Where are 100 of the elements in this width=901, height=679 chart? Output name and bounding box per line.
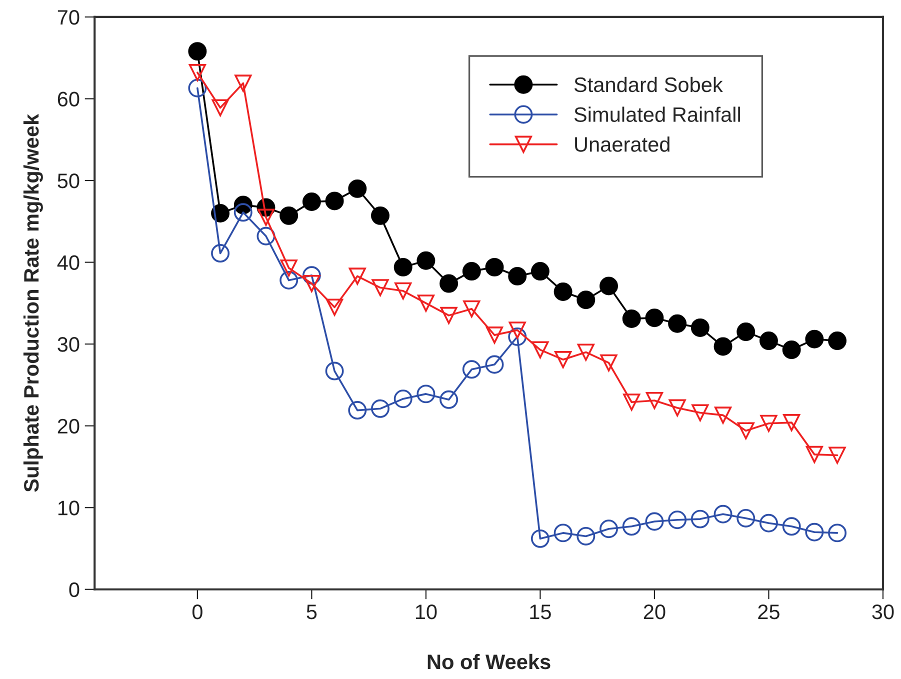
point — [303, 275, 320, 292]
point — [188, 78, 207, 98]
point — [394, 282, 412, 300]
x-tick-label: 5 — [306, 604, 317, 620]
point — [394, 390, 412, 408]
y-tick-label: 60 — [58, 92, 80, 106]
point — [736, 322, 756, 342]
point — [714, 337, 732, 356]
point — [714, 504, 732, 524]
point — [759, 514, 778, 532]
point — [554, 524, 572, 542]
point — [326, 298, 344, 316]
point — [600, 354, 618, 372]
point — [188, 42, 207, 61]
point — [714, 406, 732, 424]
point — [600, 520, 618, 538]
point — [302, 192, 321, 212]
point — [783, 414, 800, 432]
point — [485, 355, 504, 374]
point — [348, 268, 366, 285]
y-tick-label: 20 — [58, 418, 80, 434]
point — [508, 327, 527, 346]
y-tick-label: 50 — [58, 174, 80, 188]
point — [759, 332, 778, 350]
point — [828, 446, 846, 464]
point — [280, 259, 298, 277]
point — [280, 271, 298, 290]
point — [623, 394, 640, 411]
point — [188, 64, 206, 82]
point — [508, 266, 527, 286]
point — [622, 517, 641, 536]
point — [280, 206, 298, 225]
legend-label: Simulated Rainfall — [574, 106, 740, 122]
point — [372, 279, 389, 296]
point — [690, 318, 710, 337]
point — [692, 404, 709, 422]
legend-label: Unaerated — [575, 136, 670, 152]
point — [257, 208, 275, 226]
point — [462, 360, 481, 379]
point — [576, 526, 596, 546]
point — [234, 74, 252, 92]
point — [782, 340, 801, 360]
point — [690, 510, 710, 528]
point — [530, 529, 550, 548]
point — [828, 332, 847, 350]
point — [462, 262, 481, 281]
point — [463, 300, 480, 318]
x-tick-label: 30 — [872, 604, 894, 620]
point — [212, 99, 229, 116]
point — [394, 258, 412, 276]
x-tick-label: 10 — [416, 604, 437, 620]
point — [532, 341, 549, 358]
point — [234, 203, 252, 222]
point — [668, 510, 687, 530]
x-tick-label: 0 — [192, 604, 202, 620]
point — [805, 522, 824, 542]
point — [737, 422, 754, 440]
point — [348, 401, 367, 420]
point — [416, 384, 436, 404]
point — [806, 446, 823, 463]
point — [600, 276, 618, 296]
point — [371, 399, 390, 418]
y-tick-label: 70 — [58, 10, 80, 25]
y-tick-label: 40 — [57, 255, 80, 270]
point — [211, 204, 230, 222]
x-tick-label: 20 — [644, 604, 666, 620]
point — [371, 206, 390, 225]
point — [760, 414, 778, 432]
point — [211, 244, 230, 263]
x-tick-label: 25 — [758, 604, 780, 620]
point — [646, 392, 664, 410]
point — [554, 282, 572, 301]
point — [576, 290, 596, 310]
point — [417, 294, 434, 312]
point — [805, 330, 824, 348]
x-tick-label: 15 — [530, 604, 551, 620]
point — [530, 262, 550, 281]
point — [256, 226, 276, 246]
point — [508, 322, 526, 339]
point — [577, 344, 594, 361]
point — [668, 399, 686, 416]
y-axis-title: Sulphate Production Rate mg/kg/week — [23, 114, 43, 492]
point — [348, 179, 367, 198]
point — [416, 251, 436, 270]
x-axis-title: No of Weeks — [428, 654, 550, 670]
y-tick-label: 0 — [69, 582, 80, 598]
point — [325, 192, 344, 210]
point — [485, 258, 504, 276]
point — [782, 517, 801, 536]
point — [668, 314, 687, 333]
point — [645, 512, 664, 531]
y-tick-label: 30 — [58, 337, 80, 352]
point — [440, 274, 458, 293]
legend-label: Standard Sobek — [574, 76, 723, 92]
point — [302, 266, 321, 285]
point — [325, 362, 344, 380]
point — [486, 326, 504, 344]
point — [645, 308, 664, 328]
point — [736, 508, 756, 528]
point — [440, 306, 458, 324]
